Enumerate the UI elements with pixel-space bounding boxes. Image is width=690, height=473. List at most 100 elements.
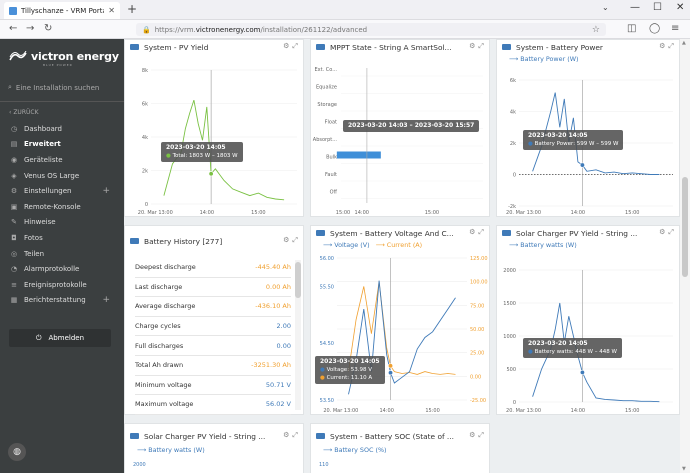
row-value: 56.02 V: [265, 400, 291, 409]
back-link[interactable]: ‹ ZURÜCK: [9, 109, 39, 116]
mppt-state-chart[interactable]: Ext. Co... Equalize Storage Float Absorpt...…: [311, 58, 491, 218]
reload-icon[interactable]: ↻: [44, 23, 53, 34]
logout-button[interactable]: ⏻ Abmelden: [9, 329, 111, 347]
page-scrollbar[interactable]: ▲ ▼: [680, 39, 690, 473]
sidebar-item-fotos[interactable]: ◘ Fotos: [0, 230, 124, 246]
x-tick-label: 15:00: [625, 408, 639, 414]
maximize-icon[interactable]: ☐: [653, 2, 662, 13]
chart-tooltip: 2023-03-20 14:05 ● Total: 1803 W – 1803 …: [161, 142, 243, 162]
widget-battery-voltage-current: System - Battery Voltage And C... ⚙ ⤢ ⟶ V…: [310, 225, 490, 415]
chart-legend[interactable]: ⟶ Battery SOC (%): [323, 446, 387, 454]
new-tab-button[interactable]: +: [127, 2, 138, 16]
victron-logo[interactable]: victron energy BLUE POWER: [9, 50, 119, 67]
settings-icon[interactable]: ⚙: [469, 42, 476, 50]
expand-plus-icon[interactable]: +: [102, 186, 110, 197]
browser-tab[interactable]: Tillyschanze - VRM Portal ✕: [4, 2, 120, 19]
pv-yield-chart[interactable]: 0 2k 4k 6k 8k 20. Mar 13:00 14:00 15:00: [125, 58, 305, 218]
settings-icon[interactable]: ⚙: [469, 228, 476, 236]
chat-icon[interactable]: ◍: [8, 443, 26, 461]
y-axis-top-label: 110: [319, 462, 329, 468]
y-right-tick-label: -25.00: [470, 398, 486, 404]
y-left-tick-label: 56.00: [320, 256, 334, 262]
table-scrollbar[interactable]: [295, 260, 301, 410]
scrollbar-thumb[interactable]: [682, 177, 688, 277]
solar-pv-yield-chart[interactable]: 0 500 1000 1500 2000 20. Mar 13:00 14:00 15:00: [497, 252, 680, 416]
x-tick-label: 14:00: [571, 408, 585, 414]
minimize-icon[interactable]: —: [630, 2, 640, 13]
table-row: Minimum voltage 50.71 V: [135, 376, 291, 396]
x-tick-label: 20. Mar 13:00: [506, 210, 541, 216]
list-icon: ≡: [11, 280, 17, 289]
widget-chart-icon: [316, 230, 325, 236]
chart-legend[interactable]: ⟶ Voltage (V) ⟶ Current (A): [323, 241, 423, 249]
sidebar-item-label: Teilen: [24, 249, 45, 258]
sidebar-item-ereignisprotokolle[interactable]: ≡ Ereignisprotokolle: [0, 277, 124, 293]
bookmark-star-icon[interactable]: ☆: [591, 24, 600, 35]
sidebar-item-einstellungen[interactable]: ⚙ Einstellungen +: [0, 183, 124, 199]
expand-icon[interactable]: ⤢: [668, 42, 674, 50]
sidebar-item-alarmprotokolle[interactable]: ◔ Alarmprotokolle: [0, 261, 124, 277]
sidebar-item-teilen[interactable]: ◎ Teilen: [0, 246, 124, 262]
x-tick-label: 14:00: [379, 408, 393, 414]
settings-icon[interactable]: ⚙: [283, 431, 290, 439]
row-label: Minimum voltage: [135, 380, 192, 389]
y-tick-label: 6k: [510, 78, 516, 84]
category-label: Bulk: [326, 155, 337, 161]
chart-legend[interactable]: ⟶ Battery watts (W): [137, 446, 205, 454]
y-tick-label: 500: [506, 367, 516, 373]
table-row: Maximum voltage 56.02 V: [135, 395, 291, 415]
scroll-up-icon[interactable]: ▲: [682, 40, 686, 46]
x-tick-label: 20. Mar 13:00: [506, 408, 541, 414]
expand-icon[interactable]: ⤢: [478, 42, 484, 50]
sidebar-item-berichterstattung[interactable]: ▦ Berichterstattung +: [0, 293, 124, 309]
account-icon[interactable]: ◯: [649, 23, 661, 34]
sidebar-item-venus-os-large[interactable]: ◈ Venus OS Large: [0, 168, 124, 184]
sidebar-item-label: Fotos: [24, 233, 43, 242]
search-placeholder: Eine Installation suchen: [15, 83, 100, 92]
widget-list-icon: [130, 238, 139, 244]
chart-legend[interactable]: ⟶ Battery watts (W): [509, 241, 577, 249]
brand-name: victron energy: [31, 50, 119, 63]
sidebar-item-dashboard[interactable]: ◷ Dashboard: [0, 121, 124, 137]
x-tick-label: 15:00: [251, 210, 265, 216]
pocket-icon[interactable]: ◫: [627, 23, 637, 34]
sidebar-item-remote-konsole[interactable]: ▣ Remote-Konsole: [0, 199, 124, 215]
installation-search[interactable]: ⌕ Eine Installation suchen: [8, 83, 118, 92]
expand-icon[interactable]: ⤢: [292, 236, 298, 244]
speedometer-icon: ◷: [10, 124, 18, 133]
chart-legend[interactable]: ⟶ Battery Power (W): [509, 55, 579, 63]
sidebar-item-hinweise[interactable]: ✎ Hinweise: [0, 215, 124, 231]
scroll-down-icon[interactable]: ▼: [682, 466, 686, 472]
back-icon[interactable]: ←: [9, 23, 18, 34]
table-row: Last discharge 0.00 Ah: [135, 278, 291, 298]
expand-icon[interactable]: ⤢: [292, 42, 298, 50]
expand-icon[interactable]: ⤢: [292, 431, 298, 439]
row-label: Last discharge: [135, 282, 183, 291]
chart-tooltip: 2023-03-20 14:03 – 2023-03-20 15:57: [343, 120, 480, 132]
close-window-icon[interactable]: ✕: [676, 2, 685, 13]
widget-solar-charger-pv-yield-b: Solar Charger PV Yield - String ... ⚙ ⤢ ⟶…: [124, 423, 304, 473]
expand-icon[interactable]: ⤢: [478, 431, 484, 439]
sidebar-item-erweitert[interactable]: ▤ Erweitert: [0, 137, 124, 153]
category-label: Equalize: [316, 85, 337, 91]
address-bar[interactable]: 🔒 https://vrm.victronenergy.com/installa…: [136, 23, 606, 36]
settings-icon[interactable]: ⚙: [283, 42, 290, 50]
settings-icon[interactable]: ⚙: [469, 431, 476, 439]
menu-icon[interactable]: ≡: [671, 23, 680, 34]
sidebar-item-geräteliste[interactable]: ◉ Geräteliste: [0, 152, 124, 168]
close-tab-icon[interactable]: ✕: [108, 6, 115, 15]
y-tick-label: 0: [145, 202, 148, 208]
settings-icon[interactable]: ⚙: [283, 236, 290, 244]
list-tabs-icon[interactable]: ⌄: [602, 3, 609, 12]
y-right-tick-label: 100.00: [470, 280, 488, 286]
battery-voltage-current-chart[interactable]: 53.50 54.50 55.50 56.00 -25.00 0.00 25.00 50.00…: [311, 252, 491, 416]
expand-icon[interactable]: ⤢: [668, 228, 674, 236]
battery-power-chart[interactable]: -2k 0 2k 4k 6k 20. Mar 13:00 14:00 15:00: [497, 66, 680, 218]
forward-icon[interactable]: →: [26, 23, 35, 34]
sidebar-item-label: Erweitert: [24, 140, 61, 149]
settings-icon[interactable]: ⚙: [659, 228, 666, 236]
data-point: [579, 369, 585, 375]
expand-icon[interactable]: ⤢: [478, 228, 484, 236]
settings-icon[interactable]: ⚙: [659, 42, 666, 50]
expand-plus-icon[interactable]: +: [102, 295, 110, 306]
